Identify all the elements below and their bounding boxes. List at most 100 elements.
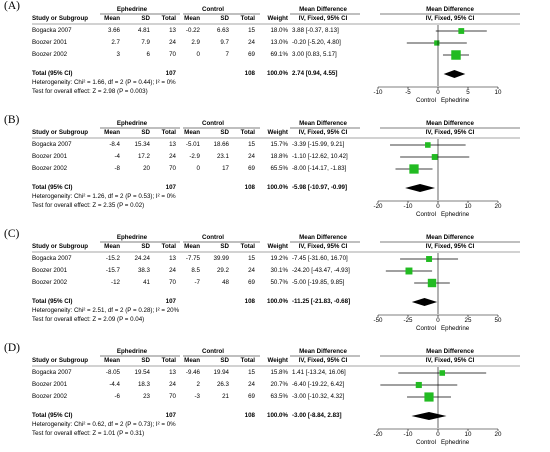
sd1-value: 41 bbox=[143, 279, 150, 286]
md-header: Mean Difference bbox=[299, 6, 347, 13]
x-tick-label: 0 bbox=[436, 431, 440, 438]
x-tick-label: -25 bbox=[403, 317, 413, 324]
weight-value: 18.8% bbox=[270, 153, 288, 160]
mean1-value: -8.05 bbox=[105, 369, 120, 376]
x-right-label: Ephedrine bbox=[441, 97, 470, 104]
total-n2: 108 bbox=[244, 298, 255, 305]
total1-value: 24 bbox=[169, 267, 176, 274]
x-tick-label: -20 bbox=[373, 203, 383, 210]
total1-value: 70 bbox=[169, 393, 176, 400]
overall-effect-text: Test for overall effect: Z = 2.35 (P = 0… bbox=[32, 202, 145, 209]
sd1-header: SD bbox=[141, 243, 150, 250]
study-name: Boozer 2002 bbox=[32, 51, 68, 58]
mean2-value: 2.9 bbox=[191, 39, 200, 46]
ci-value: -3.00 [-10.32, 4.32] bbox=[292, 393, 345, 400]
study-header: Study or Subgroup bbox=[32, 357, 89, 364]
sd2-header: SD bbox=[220, 243, 229, 250]
x-tick-label: 0 bbox=[436, 317, 440, 324]
weight-header: Weight bbox=[267, 243, 288, 250]
total2-value: 69 bbox=[248, 165, 255, 172]
total1-value: 70 bbox=[169, 279, 176, 286]
x-tick-label: 10 bbox=[464, 431, 472, 438]
sd1-value: 7.9 bbox=[141, 39, 150, 46]
total-n1: 107 bbox=[165, 184, 176, 191]
mean2-header: Mean bbox=[184, 243, 200, 250]
x-tick-label: -5 bbox=[405, 89, 411, 96]
weight-header: Weight bbox=[267, 15, 288, 22]
study-name: Boozer 2002 bbox=[32, 165, 68, 172]
x-left-label: Control bbox=[416, 211, 436, 218]
group1-header: Ephedrine bbox=[116, 234, 148, 241]
sd2-value: 18.66 bbox=[213, 141, 229, 148]
mean1-value: -4.4 bbox=[109, 381, 120, 388]
study-header: Study or Subgroup bbox=[32, 15, 89, 22]
x-tick-label: 0 bbox=[436, 203, 440, 210]
total-weight: 100.0% bbox=[267, 412, 288, 419]
total1-header: Total bbox=[161, 15, 176, 22]
method-header: IV, Fixed, 95% CI bbox=[298, 15, 348, 22]
x-tick-label: 50 bbox=[494, 317, 502, 324]
pooled-diamond bbox=[411, 298, 438, 306]
forest-plot-svg bbox=[32, 241, 520, 317]
group1-header: Ephedrine bbox=[116, 348, 148, 355]
pooled-diamond bbox=[411, 412, 447, 420]
mean2-value: -3 bbox=[194, 393, 200, 400]
total2-value: 24 bbox=[248, 267, 255, 274]
panel-label: (D) bbox=[4, 342, 20, 354]
total1-value: 24 bbox=[169, 153, 176, 160]
weight-value: 63.5% bbox=[270, 393, 288, 400]
mean2-value: 8.5 bbox=[191, 267, 200, 274]
total-n1: 107 bbox=[165, 70, 176, 77]
mean2-value: 0 bbox=[196, 165, 200, 172]
pooled-diamond bbox=[443, 70, 466, 78]
forest-plot-svg bbox=[32, 355, 520, 431]
ci-value: -6.40 [-19.22, 6.42] bbox=[292, 381, 345, 388]
method-plot-header: IV, Fixed, 95% CI bbox=[425, 243, 475, 250]
md-header: Mean Difference bbox=[299, 234, 347, 241]
sd2-value: 29.2 bbox=[216, 267, 229, 274]
total-ci: -3.00 [-8.84, 2.83] bbox=[292, 412, 342, 419]
forest-panel: (B) Ephedrine Control Mean Difference Mean D… bbox=[0, 114, 550, 218]
md-header: Mean Difference bbox=[299, 120, 347, 127]
study-header: Study or Subgroup bbox=[32, 243, 89, 250]
panel-label: (C) bbox=[4, 228, 20, 240]
study-name: Boozer 2001 bbox=[32, 267, 68, 274]
study-box bbox=[451, 50, 461, 60]
ci-value: -8.00 [-14.17, -1.83] bbox=[292, 165, 347, 172]
study-name: Bogacka 2007 bbox=[32, 369, 72, 376]
mean2-value: -9.46 bbox=[185, 369, 200, 376]
total-label: Total (95% CI) bbox=[32, 412, 73, 419]
total-n2: 108 bbox=[244, 184, 255, 191]
total-weight: 100.0% bbox=[267, 298, 288, 305]
sd2-value: 23.1 bbox=[216, 153, 229, 160]
sd1-header: SD bbox=[141, 15, 150, 22]
study-box bbox=[439, 370, 446, 376]
sd1-value: 15.34 bbox=[134, 141, 150, 148]
weight-value: 18.0% bbox=[270, 27, 288, 34]
total2-value: 15 bbox=[248, 141, 255, 148]
sd2-header: SD bbox=[220, 129, 229, 136]
mean2-header: Mean bbox=[184, 15, 200, 22]
sd2-value: 9.7 bbox=[220, 39, 229, 46]
x-tick-label: 0 bbox=[436, 89, 440, 96]
mean1-header: Mean bbox=[104, 357, 120, 364]
total1-header: Total bbox=[161, 129, 176, 136]
total1-value: 70 bbox=[169, 51, 176, 58]
ci-value: -7.45 [-31.60, 16.70] bbox=[292, 255, 348, 262]
sd1-value: 18.3 bbox=[137, 381, 150, 388]
study-box bbox=[405, 267, 413, 275]
sd2-value: 6.63 bbox=[216, 27, 229, 34]
group2-header: Control bbox=[202, 234, 224, 241]
study-name: Bogacka 2007 bbox=[32, 141, 72, 148]
mean2-value: -5.01 bbox=[185, 141, 200, 148]
sd2-value: 19.94 bbox=[213, 369, 229, 376]
x-tick-label: 20 bbox=[494, 431, 502, 438]
total2-value: 15 bbox=[248, 369, 255, 376]
study-name: Bogacka 2007 bbox=[32, 27, 72, 34]
weight-value: 65.5% bbox=[270, 165, 288, 172]
total-n1: 107 bbox=[165, 298, 176, 305]
heterogeneity-text: Heterogeneity: Chi² = 0.62, df = 2 (P = … bbox=[32, 421, 176, 428]
mean2-value: 0 bbox=[196, 51, 200, 58]
mean1-header: Mean bbox=[104, 243, 120, 250]
overall-effect-text: Test for overall effect: Z = 2.09 (P = 0… bbox=[32, 316, 145, 323]
